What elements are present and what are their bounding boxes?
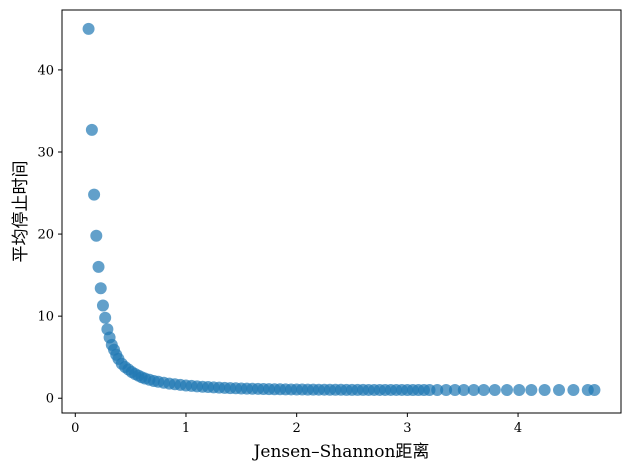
data-point: [525, 384, 538, 397]
x-axis-label: Jensen–Shannon距离: [252, 442, 430, 462]
data-point: [538, 384, 551, 397]
data-point: [467, 384, 480, 397]
y-tick-label: 30: [37, 145, 54, 160]
x-tick-label: 1: [182, 421, 190, 436]
y-tick-label: 10: [37, 310, 54, 325]
y-tick-label: 40: [37, 63, 54, 78]
data-point: [477, 384, 490, 397]
data-point: [488, 384, 501, 397]
data-point: [500, 384, 513, 397]
plot-frame: [61, 9, 622, 414]
data-point: [448, 384, 461, 397]
x-tick-label: 0: [71, 421, 79, 436]
data-point: [567, 384, 580, 397]
data-point: [88, 188, 101, 201]
x-tick-label: 4: [514, 421, 522, 436]
y-axis-label: 平均停止时间: [11, 161, 31, 263]
y-tick-label: 0: [46, 392, 54, 407]
data-point: [99, 311, 112, 324]
x-tick-label: 2: [293, 421, 301, 436]
data-point: [588, 384, 601, 397]
data-point: [96, 299, 109, 312]
data-point: [94, 282, 107, 295]
y-axis-ticks: 0 10 20 30 40: [37, 63, 62, 407]
data-point: [440, 384, 453, 397]
data-points: [82, 22, 601, 397]
data-point: [553, 384, 566, 397]
x-tick-label: 3: [403, 421, 411, 436]
data-point: [513, 384, 526, 397]
data-point: [431, 384, 444, 397]
x-axis-ticks: 0 1 2 3 4: [71, 413, 522, 436]
y-tick-label: 20: [37, 228, 54, 243]
data-point: [82, 22, 95, 35]
data-point: [92, 260, 105, 273]
data-point: [457, 384, 470, 397]
data-point: [85, 123, 98, 136]
data-point: [90, 229, 103, 242]
